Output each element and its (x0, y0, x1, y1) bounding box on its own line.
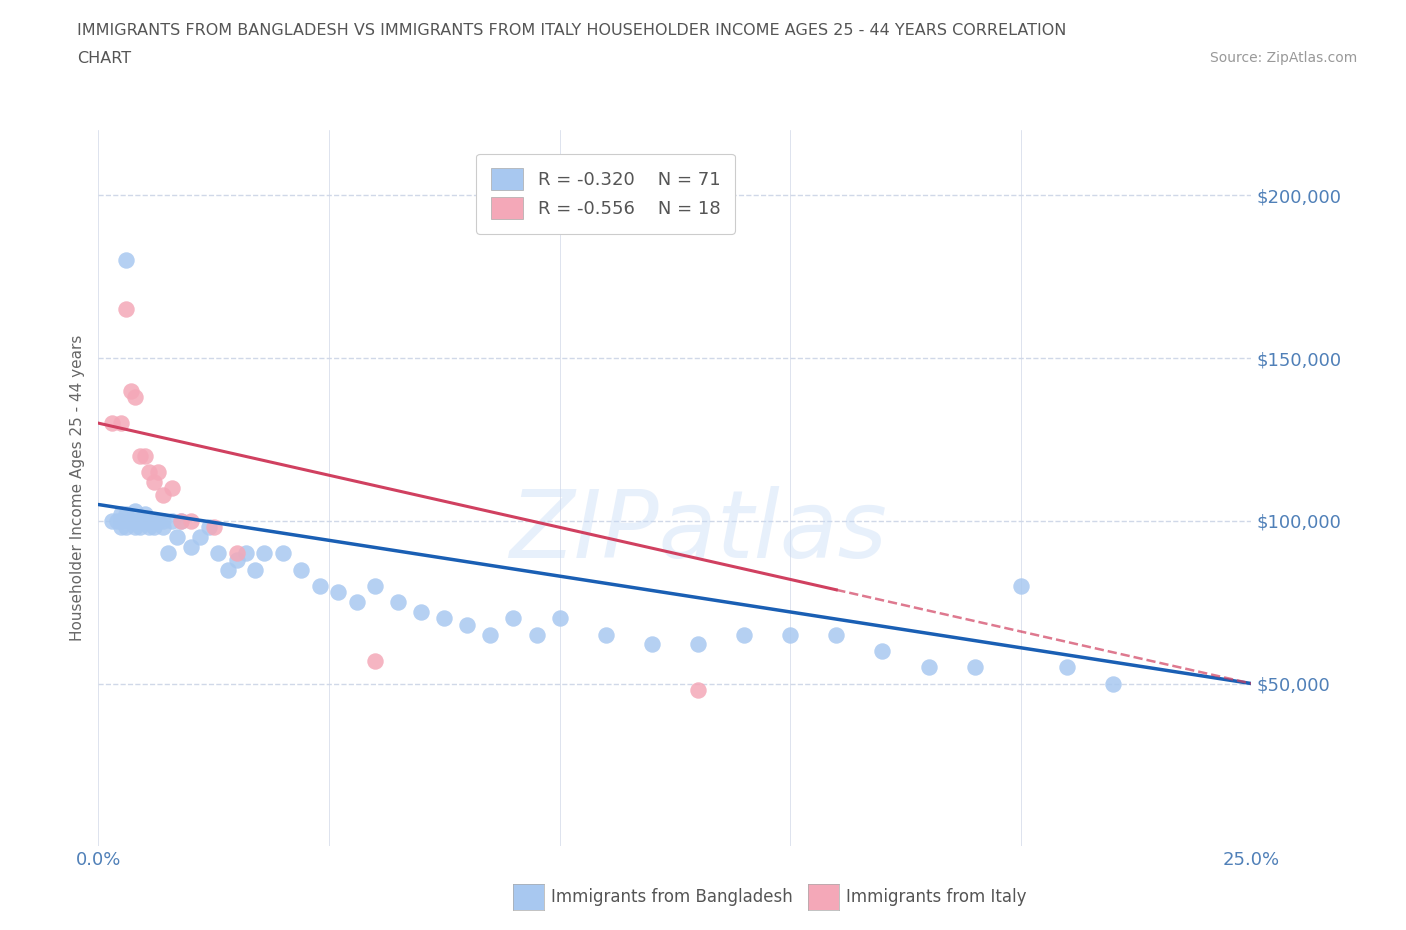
Point (253, 546, 276, 561)
Point (120, 513, 142, 528)
Point (148, 465, 170, 480)
Point (148, 513, 170, 528)
Text: IMMIGRANTS FROM BANGLADESH VS IMMIGRANTS FROM ITALY HOUSEHOLDER INCOME AGES 25 -: IMMIGRANTS FROM BANGLADESH VS IMMIGRANTS… (77, 23, 1067, 38)
Point (115, 253, 138, 268)
Point (825, 628, 848, 643)
Point (134, 513, 156, 528)
Point (129, 513, 152, 528)
Point (308, 578, 330, 593)
Point (120, 383, 142, 398)
Point (148, 513, 170, 528)
Point (138, 520, 160, 535)
Point (526, 628, 548, 643)
Point (142, 513, 165, 528)
Point (245, 562, 267, 577)
Point (387, 595, 409, 610)
Point (1102, 676, 1125, 691)
Point (170, 513, 193, 528)
Point (502, 611, 524, 626)
Point (202, 520, 225, 535)
Point (105, 513, 128, 528)
Point (156, 546, 179, 561)
Point (142, 474, 165, 489)
Point (1056, 660, 1078, 675)
Text: Source: ZipAtlas.com: Source: ZipAtlas.com (1209, 51, 1357, 65)
Point (129, 513, 152, 528)
Point (101, 416, 124, 431)
Point (101, 513, 124, 528)
Point (456, 618, 478, 632)
Point (733, 628, 755, 643)
Point (160, 481, 183, 496)
Text: CHART: CHART (77, 51, 131, 66)
Point (120, 513, 142, 528)
Point (142, 520, 165, 535)
Point (217, 562, 239, 577)
Point (166, 530, 188, 545)
Point (124, 390, 146, 405)
Point (271, 546, 294, 561)
Point (142, 513, 165, 528)
Point (138, 513, 160, 528)
Point (411, 604, 433, 619)
Point (170, 513, 193, 528)
Point (134, 513, 156, 528)
Y-axis label: Householder Income Ages 25 - 44 years: Householder Income Ages 25 - 44 years (69, 335, 84, 642)
Point (290, 562, 312, 577)
Point (641, 637, 664, 652)
Point (235, 546, 257, 561)
Point (124, 520, 146, 535)
Point (225, 546, 247, 561)
Point (686, 637, 709, 652)
Point (152, 520, 174, 535)
Legend: R = -0.320    N = 71, R = -0.556    N = 18: R = -0.320 N = 71, R = -0.556 N = 18 (477, 153, 735, 233)
Point (134, 513, 156, 528)
Point (134, 448, 156, 463)
Point (595, 628, 617, 643)
Point (1010, 578, 1032, 593)
Point (364, 653, 387, 668)
Point (152, 513, 174, 528)
Point (152, 487, 174, 502)
Point (779, 628, 801, 643)
Point (138, 465, 160, 480)
Point (110, 520, 132, 535)
Point (110, 513, 132, 528)
Point (115, 301, 138, 316)
Point (364, 578, 387, 593)
Point (115, 520, 138, 535)
Text: ZIPatlas: ZIPatlas (509, 485, 887, 577)
Point (110, 507, 132, 522)
Point (328, 585, 350, 600)
Point (198, 520, 221, 535)
Point (963, 660, 986, 675)
Text: Immigrants from Bangladesh: Immigrants from Bangladesh (551, 887, 793, 906)
Point (124, 513, 146, 528)
Point (160, 513, 183, 528)
Point (207, 546, 229, 561)
Point (124, 513, 146, 528)
Point (917, 660, 939, 675)
Point (129, 513, 152, 528)
Point (115, 507, 138, 522)
Point (872, 644, 894, 658)
Point (180, 539, 202, 554)
Text: Immigrants from Italy: Immigrants from Italy (846, 887, 1026, 906)
Point (433, 611, 456, 626)
Point (124, 504, 146, 519)
Point (479, 628, 502, 643)
Point (129, 520, 152, 535)
Point (188, 530, 211, 545)
Point (686, 683, 709, 698)
Point (548, 611, 571, 626)
Point (110, 416, 132, 431)
Point (134, 513, 156, 528)
Point (134, 507, 156, 522)
Point (346, 595, 368, 610)
Point (180, 513, 202, 528)
Point (129, 448, 152, 463)
Point (225, 552, 247, 567)
